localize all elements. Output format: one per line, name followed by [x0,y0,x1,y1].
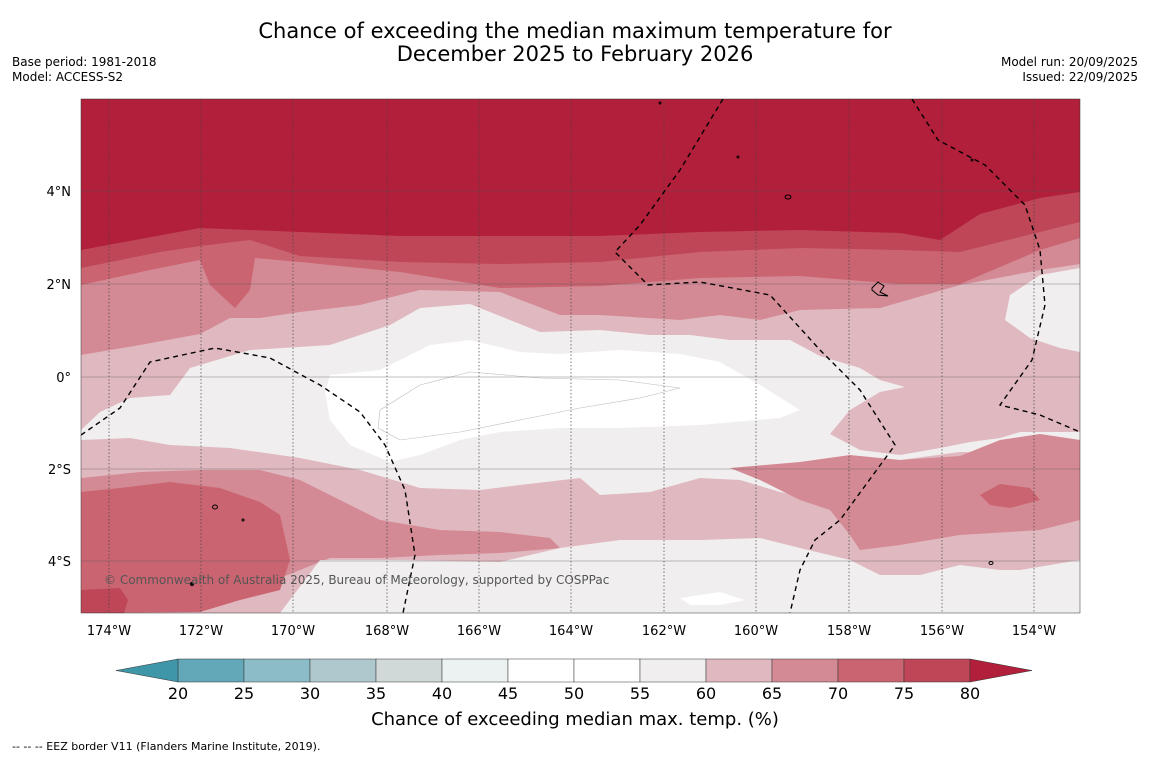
colorbar-segment [177,658,245,683]
band-70-percent-southwest [81,482,290,613]
colorbar-tick: 65 [762,684,782,703]
colorbar-segment [309,658,377,683]
latitude-grid [81,190,1080,562]
colorbar-segment [243,658,311,683]
latitude-labels: 4°N 2°N 0° 2°S 4°S [47,185,72,570]
islands [190,101,994,586]
colorbar-tick: 35 [366,684,386,703]
colorbar-tick: 60 [696,684,716,703]
colorbar-tick: 75 [894,684,914,703]
colorbar-tick: 45 [498,684,518,703]
map-title-line-1: Chance of exceeding the median maximum t… [258,19,892,43]
map-frame [80,98,1081,614]
copyright-notice: © Commonwealth of Australia 2025, Bureau… [104,573,609,587]
lat-label: 0° [56,371,71,386]
lat-label: 4°S [48,555,71,570]
band-65-percent-east [730,434,1080,550]
lon-label: 170°W [271,624,315,639]
colorbar-tick: 25 [234,684,254,703]
lon-label: 154°W [1012,624,1056,639]
colorbar-tick: 70 [828,684,848,703]
colorbar-segment [837,658,905,683]
lat-label: 2°S [48,463,71,478]
colorbar-segment [375,658,443,683]
lon-label: 166°W [457,624,501,639]
lat-label: 2°N [47,278,72,293]
issued-text: Issued: 22/09/2025 [1022,70,1138,84]
band-55-percent-east [1005,268,1080,352]
band-70-percent-east [980,484,1040,508]
lon-label: 162°W [642,624,686,639]
eez-borders [81,99,1080,613]
band-50-percent-south [680,592,745,605]
colorbar-segment [771,658,839,683]
lon-label: 168°W [365,624,409,639]
band-75-percent-southwest [81,588,128,613]
meta-right: Model run: 20/09/2025 Issued: 22/09/2025 [1001,55,1138,85]
lon-label: 174°W [87,624,131,639]
base-period-text: Base period: 1981-2018 [12,55,157,69]
model-text: Model: ACCESS-S2 [12,70,124,84]
colorbar-segment [639,658,707,683]
colorbar-tick: 30 [300,684,320,703]
colorbar-tick: 80 [960,684,980,703]
colorbar-tick-labels: 20 25 30 35 40 45 50 55 60 65 70 75 80 [168,684,980,703]
colorbar-segment [705,658,773,683]
colorbar-tick: 20 [168,684,188,703]
colorbar-title: Chance of exceeding median max. temp. (%… [371,709,779,730]
longitude-grid [108,99,1035,613]
lon-label: 172°W [179,624,223,639]
model-run-text: Model run: 20/09/2025 [1000,55,1138,69]
longitude-labels: 174°W 172°W 170°W 168°W 166°W 164°W 162°… [87,624,1056,639]
colorbar-segment [903,658,971,683]
lon-label: 164°W [549,624,593,639]
meta-left: Base period: 1981-2018 Model: ACCESS-S2 [12,55,157,85]
colorbar-low-extension [115,658,179,683]
colorbar-segment [441,658,509,683]
colorbar-tick: 55 [630,684,650,703]
lon-label: 156°W [920,624,964,639]
colorbar-segment [507,658,575,683]
lat-label: 4°N [47,185,72,200]
colorbar [115,658,1033,683]
colorbar-tick: 50 [564,684,584,703]
band-50-percent [325,340,800,462]
lon-label: 158°W [827,624,871,639]
map-contours: © Commonwealth of Australia 2025, Bureau… [81,99,1080,613]
colorbar-segment [573,658,641,683]
band-55-percent-south [280,538,1080,613]
colorbar-high-extension [969,658,1033,683]
contour-45-line [377,371,681,441]
map-title-line-2: December 2025 to February 2026 [396,42,754,66]
eez-footnote: -- -- -- EEZ border V11 (Flanders Marine… [12,740,321,753]
colorbar-tick: 40 [432,684,452,703]
lon-label: 160°W [734,624,778,639]
